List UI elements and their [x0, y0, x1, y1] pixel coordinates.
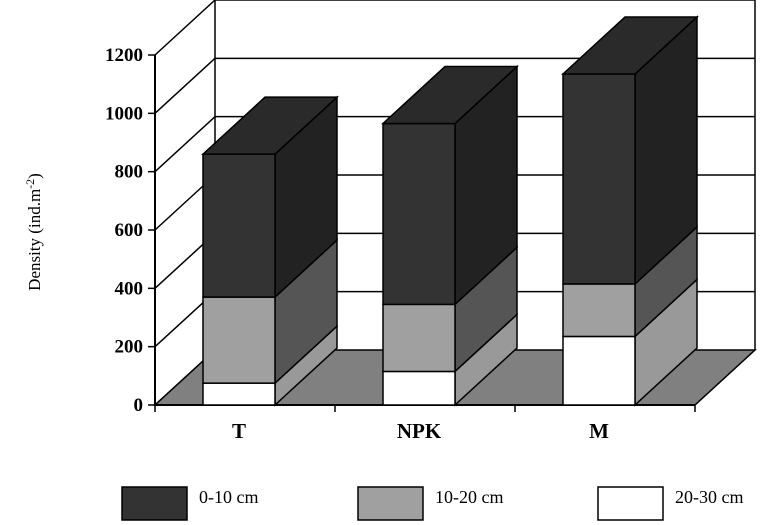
bar-top-NPK: [381, 65, 519, 125]
bar-segment-T-10-20cm: [202, 296, 276, 384]
y-tick-label-1200: 1200: [105, 45, 143, 66]
y-tick-label-400: 400: [115, 278, 144, 299]
y-tick-label-600: 600: [115, 220, 144, 241]
y-axis-title-superscript: -2: [23, 179, 37, 189]
legend-swatch-20-30cm: [597, 486, 664, 521]
bar-segment-M-10-20cm: [562, 283, 636, 338]
bar-segment-NPK-20-30cm: [382, 370, 456, 406]
y-axis-title: Density (ind.m-2): [23, 173, 44, 291]
bar-segment-NPK-10-20cm: [382, 303, 456, 373]
gridline-side-1200: [154, 0, 216, 56]
legend-swatch-0-10cm: [121, 486, 188, 521]
bar-segment-M-20-30cm: [562, 335, 636, 406]
bar-segment-T-20-30cm: [202, 382, 276, 406]
y-axis-title-main: Density (ind.m: [25, 189, 44, 291]
legend-label-20-30cm: 20-30 cm: [675, 487, 743, 507]
bar-top-T: [201, 96, 339, 155]
x-category-label-NPK: NPK: [397, 419, 442, 443]
legend-swatch-10-20cm: [357, 486, 424, 521]
gridline-side-1000: [154, 57, 216, 114]
x-category-label-T: T: [232, 419, 246, 443]
bar-segment-T-0-10cm: [202, 153, 276, 298]
y-tick-label-800: 800: [115, 162, 144, 183]
gridline-side-800: [154, 116, 216, 173]
y-axis-title-group: Density (ind.m-2): [23, 173, 44, 291]
x-category-label-M: M: [589, 419, 609, 443]
chart-labels: 0 200 400 600 800 1000 1200 T NPK M: [105, 45, 609, 443]
y-axis-title-suffix: ): [25, 173, 44, 179]
bar-top-M: [561, 16, 699, 75]
y-tick-label-1000: 1000: [105, 103, 143, 124]
legend-label-0-10cm: 0-10 cm: [199, 487, 258, 507]
chart-legend: 0-10 cm 10-20 cm 20-30 cm: [121, 486, 743, 521]
legend-label-10-20cm: 10-20 cm: [435, 487, 503, 507]
bar-segment-M-0-10cm: [562, 73, 636, 285]
bar-segment-NPK-0-10cm: [382, 122, 456, 306]
y-tick-label-0: 0: [134, 395, 144, 416]
y-tick-label-200: 200: [115, 337, 144, 358]
chart-bars: [201, 15, 699, 407]
